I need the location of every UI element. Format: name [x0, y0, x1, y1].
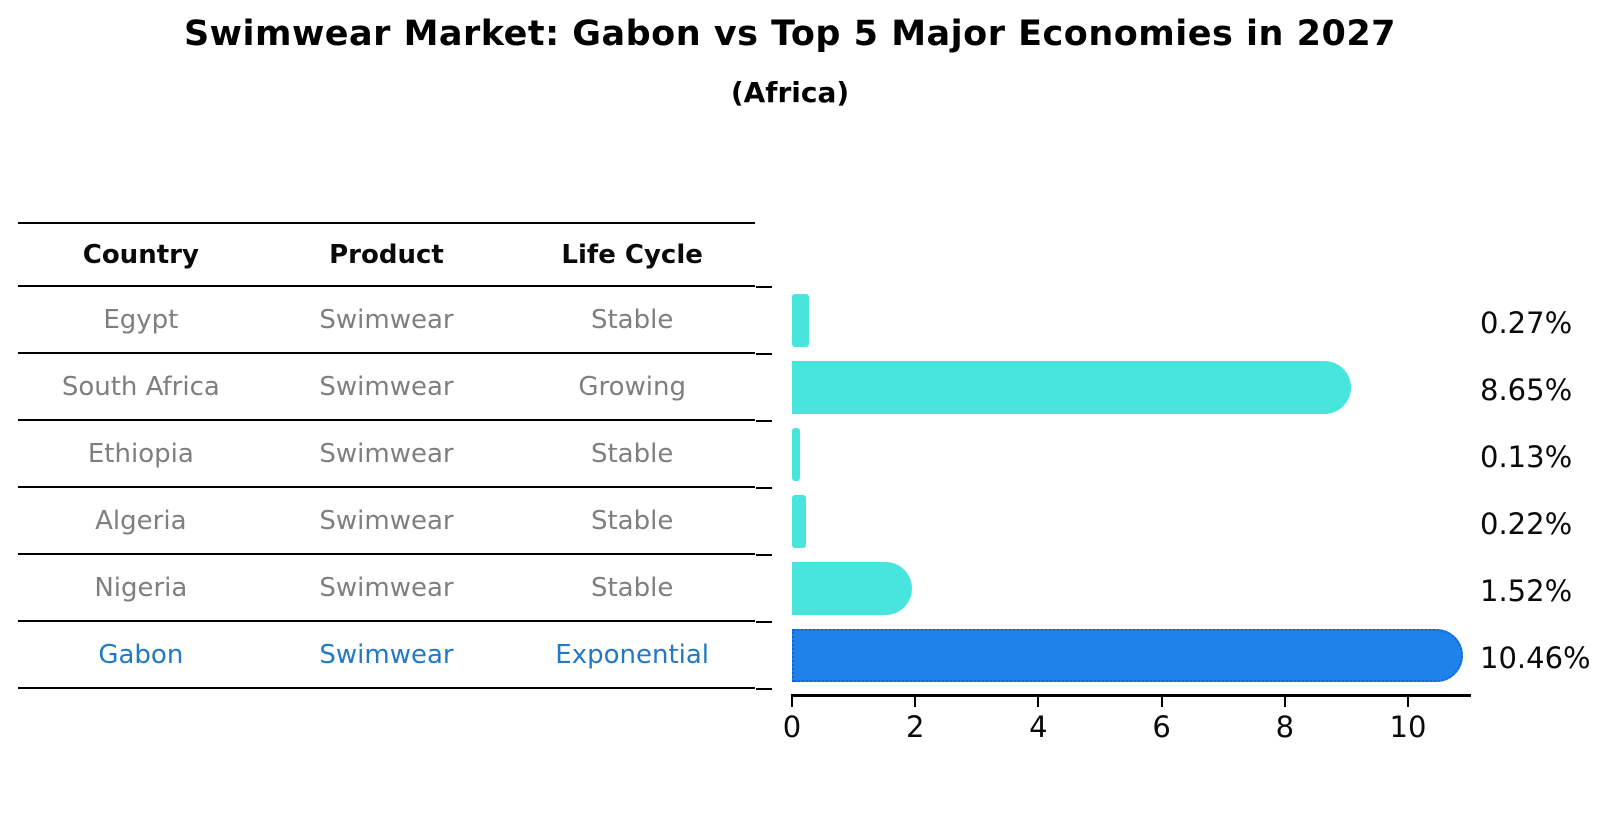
bar-algeria — [792, 495, 806, 548]
product-cell: Swimwear — [263, 554, 510, 622]
x-tick-label-8: 8 — [1275, 710, 1295, 744]
x-tick-label-2: 2 — [905, 710, 925, 744]
x-tick-2 — [914, 697, 917, 707]
product-cell: Swimwear — [263, 621, 510, 689]
value-label-algeria: 0.22% — [1480, 507, 1573, 541]
bar-south-africa — [792, 361, 1352, 414]
table-header-row: Country Product Life Cycle — [18, 222, 755, 287]
table-body: Egypt Swimwear Stable South Africa Swimwear G… — [18, 286, 755, 689]
product-cell: Swimwear — [263, 286, 510, 354]
y-tick-2 — [756, 420, 772, 422]
table-header: Country Product Life Cycle — [18, 222, 755, 287]
x-tick-0 — [791, 697, 793, 707]
table-row-south-africa: South Africa Swimwear Growing — [18, 353, 755, 421]
chart-title: Swimwear Market: Gabon vs Top 5 Major Ec… — [183, 14, 1397, 54]
country-cell: Nigeria — [18, 554, 264, 622]
lifecycle-cell: Stable — [509, 286, 755, 354]
lifecycle-cell: Stable — [509, 487, 755, 555]
country-cell: Ethiopia — [18, 420, 264, 488]
country-cell: South Africa — [18, 353, 264, 421]
table-row-egypt: Egypt Swimwear Stable — [18, 286, 755, 354]
y-tick-0 — [756, 286, 772, 288]
value-label-ethiopia: 0.13% — [1480, 440, 1573, 474]
country-table: Country Product Life Cycle Egypt Swimwear St… — [18, 222, 755, 689]
x-tick-4 — [1037, 697, 1040, 707]
column-header-country: Country — [18, 222, 264, 287]
value-label-nigeria: 1.52% — [1480, 574, 1573, 608]
value-label-south-africa: 8.65% — [1480, 373, 1573, 407]
table-row-algeria: Algeria Swimwear Stable — [18, 487, 755, 555]
x-tick-label-0: 0 — [782, 710, 802, 744]
value-label-gabon: 10.46% — [1480, 641, 1591, 675]
x-tick-label-10: 10 — [1389, 710, 1427, 744]
y-tick-3 — [756, 487, 772, 489]
table-row-gabon: Gabon Swimwear Exponential — [18, 621, 755, 689]
x-axis-line — [791, 694, 1471, 697]
bar-ethiopia — [792, 428, 800, 481]
product-cell: Swimwear — [263, 487, 510, 555]
lifecycle-cell: Stable — [509, 420, 755, 488]
x-tick-label-4: 4 — [1029, 710, 1048, 744]
x-tick-8 — [1283, 697, 1286, 707]
product-cell: Swimwear — [263, 420, 510, 488]
country-cell: Algeria — [18, 487, 264, 555]
country-cell: Egypt — [18, 286, 264, 354]
y-tick-1 — [756, 353, 772, 355]
column-header-life-cycle: Life Cycle — [509, 222, 755, 287]
bar-gabon — [792, 629, 1463, 682]
x-tick-label-6: 6 — [1152, 710, 1171, 744]
bar-egypt — [792, 294, 809, 347]
y-tick-6 — [756, 688, 772, 690]
y-tick-4 — [756, 554, 772, 556]
y-tick-5 — [756, 621, 772, 623]
x-tick-10 — [1407, 697, 1409, 707]
lifecycle-cell: Stable — [509, 554, 755, 622]
x-tick-6 — [1160, 697, 1163, 707]
bar-nigeria — [792, 562, 913, 615]
column-header-product: Product — [263, 222, 510, 287]
product-cell: Swimwear — [263, 353, 510, 421]
table-row-nigeria: Nigeria Swimwear Stable — [18, 554, 755, 622]
chart-subtitle: (Africa) — [730, 76, 850, 109]
lifecycle-cell: Exponential — [509, 621, 755, 689]
country-cell: Gabon — [18, 621, 264, 689]
value-label-egypt: 0.27% — [1480, 306, 1573, 340]
lifecycle-cell: Growing — [509, 353, 755, 421]
table-row-ethiopia: Ethiopia Swimwear Stable — [18, 420, 755, 488]
